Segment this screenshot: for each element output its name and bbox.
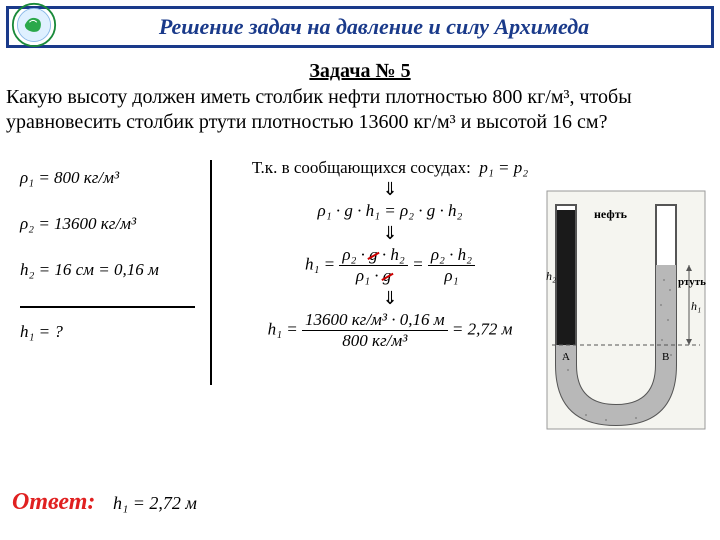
given-block: ρ₁ = 800 кг/м³ ρ₂ = 13600 кг/м³ h₂ = 16 … [20,168,200,368]
answer-label: Ответ: [12,489,95,515]
header-bar: Решение задач на давление и силу Архимед… [6,6,714,48]
h2-label: h₂ [546,269,556,283]
frac-simpl-num: ρ₂ · h₂ [428,245,475,266]
given-rho2: ρ₂ = 13600 кг/м³ [20,214,190,234]
u-tube-diagram: нефть ртуть h₂ h₁ A B [546,190,706,430]
pressure-eq: p₁ = p₂ [479,158,528,177]
solution-steps: Т.к. в сообщающихся сосудах: p₁ = p₂ ⇓ ρ… [225,158,555,354]
calc-den: 800 кг/м³ [302,331,448,351]
comm-vessels-line: Т.к. в сообщающихся сосудах: p₁ = p₂ [225,158,555,178]
task-text: Какую высоту должен иметь столбик нефти … [6,85,714,135]
h1-label: h₁ [691,299,701,313]
arrow-icon: ⇓ [225,180,555,198]
given-separator [20,306,195,308]
given-rho1: ρ₁ = 800 кг/м³ [20,168,190,188]
task-number: Задача № 5 [6,60,714,83]
step2: h₁ = ρ₂ · g · h₂ ρ₁ · g = ρ₂ · h₂ ρ₁ [225,245,555,286]
a-label: A [562,351,570,363]
answer-row: Ответ: h₁ = 2,72 м [12,489,197,516]
step1: ρ₁ · g · h₁ = ρ₂ · g · h₂ [225,201,555,221]
step3: h₁ = 13600 кг/м³ · 0,16 м 800 кг/м³ = 2,… [225,310,555,351]
answer-value: h₁ = 2,72 м [113,493,197,513]
calc-result: = 2,72 м [452,319,513,338]
frac-simpl-den: ρ₁ [428,266,475,286]
b-label: B [662,351,669,363]
school-logo [11,2,57,48]
vertical-divider [210,160,212,385]
oil-label: нефть [594,207,628,221]
given-h2: h₂ = 16 см = 0,16 м [20,260,190,280]
mercury-label: ртуть [678,276,706,288]
content-area: Задача № 5 Какую высоту должен иметь сто… [6,56,714,135]
page-title: Решение задач на давление и силу Архимед… [57,14,711,40]
arrow-icon: ⇓ [225,224,555,242]
arrow-icon: ⇓ [225,289,555,307]
calc-num: 13600 кг/м³ · 0,16 м [302,310,448,331]
comm-vessels-text: Т.к. в сообщающихся сосудах: [252,158,471,177]
given-h1: h₁ = ? [20,322,190,342]
